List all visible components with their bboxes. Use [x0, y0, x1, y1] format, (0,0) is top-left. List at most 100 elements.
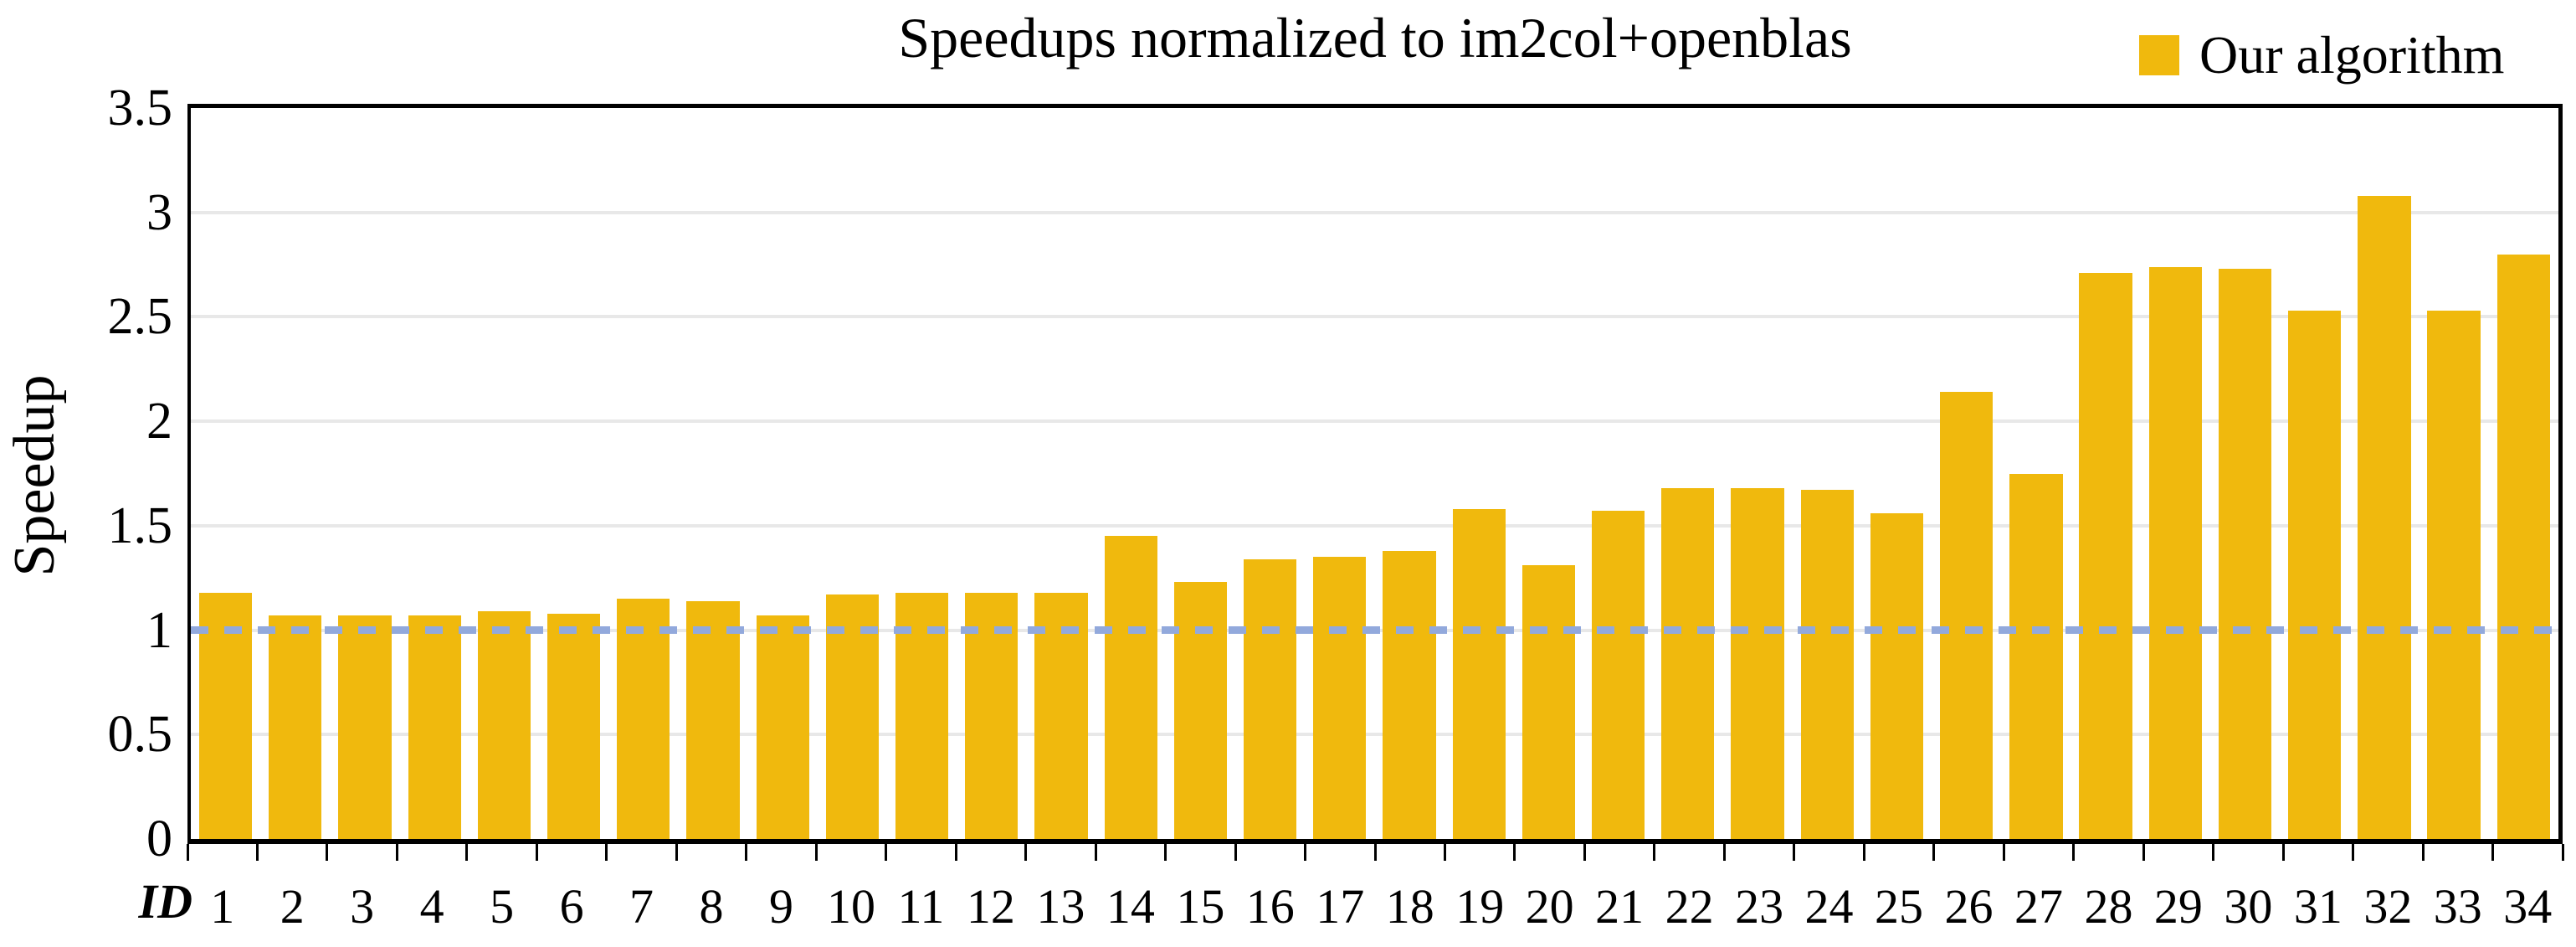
x-tick-label-29: 29	[2153, 879, 2203, 934]
bar-slot-23	[1722, 108, 1792, 839]
bar-4	[408, 615, 461, 839]
bar-slot-17	[1305, 108, 1374, 839]
y-tick-label-2.5: 2.5	[107, 288, 173, 346]
bar-7	[617, 599, 670, 839]
bar-slot-15	[1166, 108, 1235, 839]
x-tick-mark	[326, 844, 329, 861]
reference-line-y1	[191, 625, 2558, 634]
x-tick-mark	[2142, 844, 2145, 861]
x-tick-label-16: 16	[1245, 879, 1295, 934]
x-tick-mark	[1234, 844, 1237, 861]
y-tick-label-1: 1	[146, 601, 172, 659]
gridline-y-1.5	[191, 523, 2558, 528]
bar-slot-26	[1932, 108, 2001, 839]
x-tick-mark	[1793, 844, 1796, 861]
bar-slot-33	[2419, 108, 2489, 839]
y-tick-label-2: 2	[146, 393, 172, 450]
x-tick-label-6: 6	[559, 879, 584, 934]
gridline-y-2.5	[191, 315, 2558, 319]
x-tick-label-20: 20	[1525, 879, 1574, 934]
bar-slot-14	[1096, 108, 1166, 839]
bar-slot-7	[608, 108, 678, 839]
gridline-y-3	[191, 210, 2558, 214]
bar-slot-30	[2210, 108, 2280, 839]
bar-2	[269, 615, 322, 839]
bar-33	[2427, 310, 2481, 839]
x-tick-mark	[1932, 844, 1936, 861]
x-tick-label-5: 5	[490, 879, 515, 934]
x-tick-label-25: 25	[1875, 879, 1924, 934]
x-tick-mark	[2212, 844, 2215, 861]
bar-9	[756, 615, 809, 839]
bar-5	[477, 611, 531, 839]
bar-slot-34	[2489, 108, 2558, 839]
bar-3	[338, 615, 392, 839]
x-tick-mark	[745, 844, 748, 861]
x-tick-label-2: 2	[280, 879, 305, 934]
bar-slot-4	[400, 108, 470, 839]
x-tick-mark	[885, 844, 888, 861]
x-tick-label-11: 11	[897, 879, 945, 934]
x-tick-mark	[186, 844, 189, 861]
x-tick-mark	[1653, 844, 1656, 861]
x-tick-label-19: 19	[1455, 879, 1505, 934]
bar-slot-24	[1793, 108, 1862, 839]
x-tick-label-28: 28	[2084, 879, 2133, 934]
x-tick-label-4: 4	[419, 879, 444, 934]
bar-slot-19	[1445, 108, 1514, 839]
x-tick-label-30: 30	[2224, 879, 2273, 934]
x-tick-label-17: 17	[1316, 879, 1365, 934]
y-tick-label-1.5: 1.5	[107, 497, 173, 554]
x-tick-label-10: 10	[826, 879, 875, 934]
x-tick-mark	[1304, 844, 1307, 861]
x-tick-mark	[255, 844, 259, 861]
bar-30	[2218, 269, 2272, 839]
bar-slot-11	[887, 108, 957, 839]
bar-series	[191, 108, 2558, 839]
bar-slot-31	[2280, 108, 2349, 839]
x-tick-mark	[465, 844, 469, 861]
x-tick-mark	[1164, 844, 1167, 861]
bar-slot-13	[1026, 108, 1096, 839]
bar-slot-28	[2071, 108, 2140, 839]
legend: Our algorithm	[2139, 22, 2504, 89]
x-tick-mark	[1443, 844, 1446, 861]
bar-8	[686, 600, 740, 839]
x-tick-mark	[2072, 844, 2076, 861]
x-tick-mark	[1024, 844, 1028, 861]
x-tick-label-14: 14	[1106, 879, 1155, 934]
bar-17	[1313, 557, 1367, 839]
bar-slot-27	[2001, 108, 2071, 839]
bar-20	[1521, 565, 1576, 839]
bar-slot-9	[748, 108, 818, 839]
x-tick-mark	[2002, 844, 2005, 861]
bar-slot-1	[191, 108, 260, 839]
bar-slot-25	[1862, 108, 1932, 839]
y-tick-label-3.5: 3.5	[107, 80, 173, 136]
y-axis-tick-labels: 3.5 3 2.5 2 1.5 1 0.5 0	[0, 0, 173, 947]
bar-1	[198, 592, 253, 839]
x-tick-label-21: 21	[1595, 879, 1645, 934]
x-tick-mark	[675, 844, 678, 861]
bar-24	[1800, 490, 1854, 839]
x-tick-mark	[2281, 844, 2285, 861]
x-tick-mark	[954, 844, 957, 861]
bar-31	[2288, 310, 2342, 839]
x-tick-mark	[2352, 844, 2355, 861]
x-tick-label-13: 13	[1036, 879, 1085, 934]
bar-slot-5	[470, 108, 539, 839]
x-tick-mark	[1094, 844, 1097, 861]
x-tick-label-1: 1	[210, 879, 235, 934]
bar-34	[2496, 254, 2550, 839]
x-tick-mark	[2491, 844, 2495, 861]
bar-slot-21	[1583, 108, 1653, 839]
plot-area	[187, 104, 2563, 844]
x-tick-mark	[2421, 844, 2425, 861]
bar-14	[1104, 536, 1157, 839]
x-tick-mark	[2561, 844, 2564, 861]
bar-32	[2358, 195, 2411, 839]
chart-title: Speedups normalized to im2col+openblas	[898, 6, 1852, 69]
bar-16	[1244, 558, 1297, 839]
y-tick-label-0: 0	[146, 811, 172, 867]
x-tick-mark	[1373, 844, 1377, 861]
